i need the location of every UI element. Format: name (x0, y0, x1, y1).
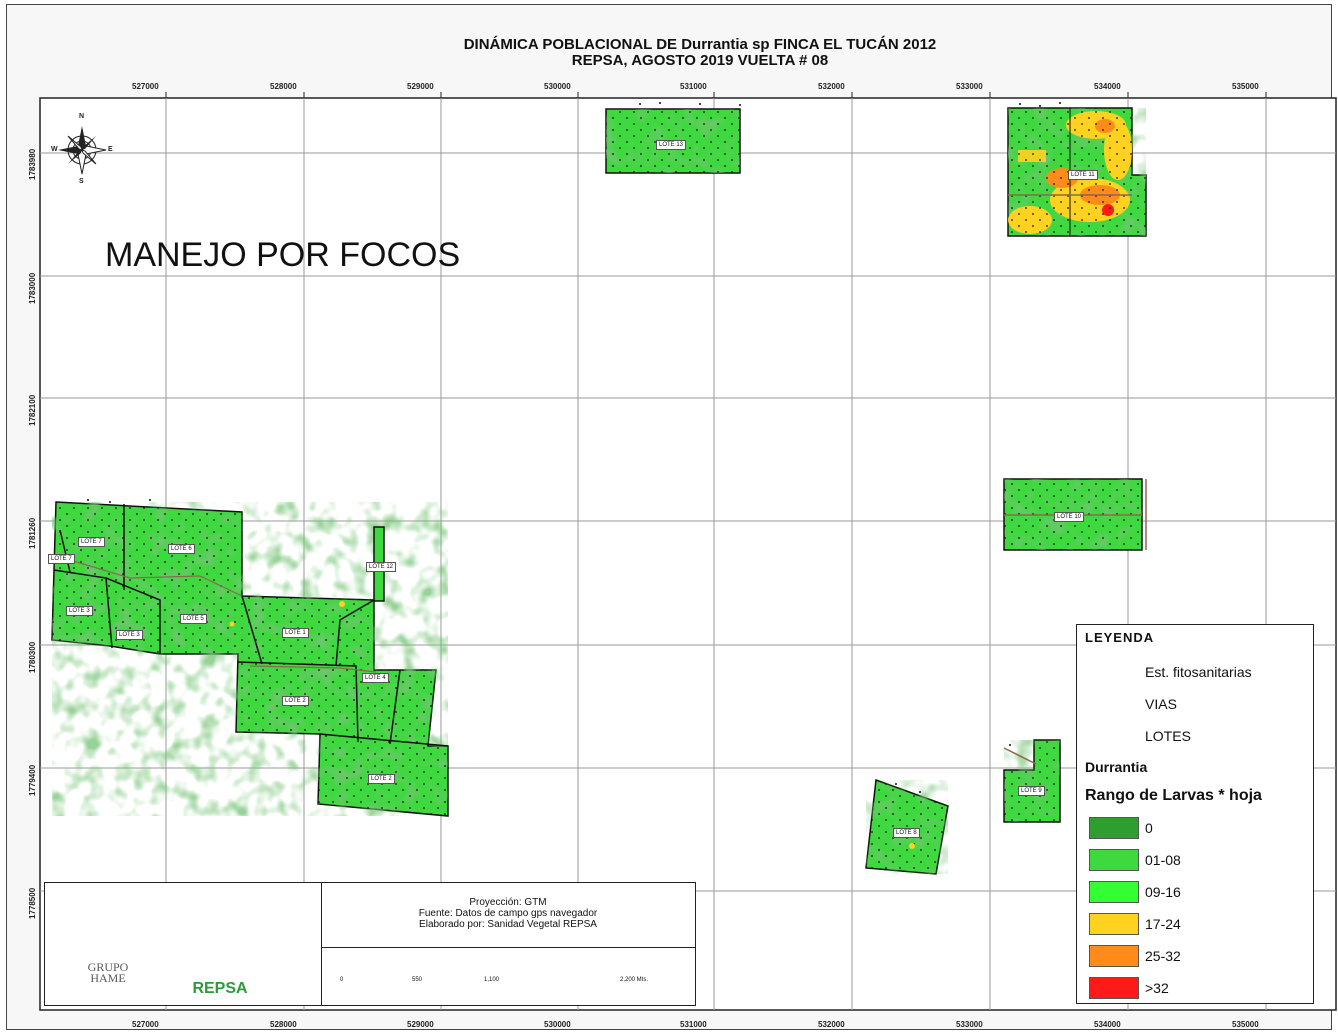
x-tick-bottom: 530000 (544, 1020, 571, 1029)
author-text: Elaborado por: Sanidad Vegetal REPSA (419, 919, 597, 930)
scale-label: 1,100 (484, 977, 500, 983)
lote-10-polygon[interactable] (1003, 478, 1147, 551)
x-tick-bottom: 528000 (270, 1020, 297, 1029)
lote-label[interactable]: LOTE 13 (656, 140, 687, 150)
lote-label[interactable]: LOTE 7 (48, 554, 75, 564)
compass-w-label: W (51, 146, 58, 153)
legend-stations: Est. fitosanitarias (1083, 659, 1311, 685)
y-tick-left: 1783980 (28, 148, 37, 180)
compass-n-label: N (79, 113, 85, 120)
legend-vias-label: VIAS (1145, 696, 1177, 712)
legend-stations-label: Est. fitosanitarias (1145, 664, 1252, 680)
x-tick-bottom: 532000 (818, 1020, 845, 1029)
lote-label[interactable]: LOTE 9 (1018, 786, 1045, 796)
legend-range-row: 17-24 (1083, 911, 1311, 937)
lote-label[interactable]: LOTE 3 (66, 606, 93, 616)
projection-text: Proyección: GTM (469, 897, 547, 908)
repsa-logo-text: REPSA (192, 980, 248, 997)
legend-range-label: 01-08 (1145, 852, 1181, 868)
info-divider (321, 883, 322, 1005)
map-title: DINÁMICA POBLACIONAL DE Durrantia sp FIN… (463, 36, 937, 53)
legend-range-label: 09-16 (1145, 884, 1181, 900)
manejo-por-focos-label: MANEJO POR FOCOS (105, 236, 461, 274)
x-tick-top: 528000 (270, 82, 297, 91)
x-tick-bottom: 535000 (1232, 1020, 1259, 1029)
x-tick-top: 527000 (132, 82, 159, 91)
legend-range-label: 25-32 (1145, 948, 1181, 964)
x-tick-bottom: 534000 (1094, 1020, 1121, 1029)
info-box: Proyección: GTM Fuente: Datos de campo g… (44, 882, 696, 1006)
scale-label: 550 (412, 977, 423, 983)
legend-swatch (1089, 881, 1139, 903)
legend-swatch (1089, 849, 1139, 871)
hame-logo-text: GRUPO HAME (78, 960, 138, 985)
info-hdivider (321, 947, 695, 948)
legend-range-row: >32 (1083, 975, 1311, 1001)
lote-label[interactable]: LOTE 4 (362, 673, 389, 683)
map-subtitle: REPSA, AGOSTO 2019 VUELTA # 08 (571, 52, 829, 69)
legend-range-row: 0 (1083, 815, 1311, 841)
lote-8-polygon[interactable] (865, 778, 949, 875)
west-block-polygons[interactable] (51, 501, 449, 817)
legend-swatch (1089, 913, 1139, 935)
legend-range-row: 25-32 (1083, 943, 1311, 969)
x-tick-top: 530000 (544, 82, 571, 91)
stations-outside (87, 102, 1061, 793)
legend-range-label: 0 (1145, 820, 1153, 836)
x-tick-bottom: 527000 (132, 1020, 159, 1029)
compass-rose (58, 126, 107, 175)
legend-species: Durrantia (1085, 759, 1148, 775)
x-tick-top: 535000 (1232, 82, 1259, 91)
y-tick-left: 1781260 (28, 517, 37, 549)
lote-label[interactable]: LOTE 6 (168, 544, 195, 554)
compass-e-label: E (108, 146, 113, 153)
lote-label[interactable]: LOTE 10 (1054, 512, 1085, 522)
x-tick-top: 531000 (680, 82, 707, 91)
legend-box: LEYENDA Est. fitosanitarias VIAS LOTES D… (1076, 624, 1314, 1004)
lote-label[interactable]: LOTE 1 (282, 628, 309, 638)
source-text: Fuente: Datos de campo gps navegador (418, 908, 598, 919)
x-tick-top: 532000 (818, 82, 845, 91)
lote-label[interactable]: LOTE 8 (893, 828, 920, 838)
legend-vias: VIAS (1083, 691, 1311, 717)
hame-logo-line1: GRUPO (87, 960, 129, 974)
x-tick-bottom: 531000 (680, 1020, 707, 1029)
lote-label[interactable]: LOTE 2 (282, 696, 309, 706)
legend-range-label: 17-24 (1145, 916, 1181, 932)
legend-lotes-label: LOTES (1145, 728, 1191, 744)
legend-swatch (1089, 977, 1139, 999)
legend-range-label: >32 (1145, 980, 1169, 996)
x-tick-bottom: 533000 (956, 1020, 983, 1029)
scale-label: 0 (340, 977, 344, 983)
lote-label[interactable]: LOTE 7 (78, 537, 105, 547)
lote-label[interactable]: LOTE 3 (116, 630, 143, 640)
legend-range-title: Rango de Larvas * hoja (1085, 787, 1262, 804)
lote-label[interactable]: LOTE 2 (368, 774, 395, 784)
legend-title: LEYENDA (1085, 630, 1155, 645)
y-tick-left: 1783000 (28, 272, 37, 304)
y-tick-left: 1779400 (28, 764, 37, 796)
lote-label[interactable]: LOTE 5 (180, 614, 207, 624)
y-tick-left: 1780300 (28, 641, 37, 673)
x-tick-top: 533000 (956, 82, 983, 91)
compass-s-label: S (79, 178, 84, 185)
lote-9-polygon[interactable] (1003, 739, 1061, 823)
x-tick-top: 534000 (1094, 82, 1121, 91)
legend-swatch (1089, 817, 1139, 839)
scale-label: 2,200 Mts. (620, 977, 649, 983)
lote-label[interactable]: LOTE 12 (366, 562, 397, 572)
legend-lotes: LOTES (1083, 723, 1311, 749)
legend-range-row: 09-16 (1083, 879, 1311, 905)
x-tick-top: 529000 (407, 82, 434, 91)
y-tick-left: 1782100 (28, 394, 37, 426)
hame-logo-line2: HAME (90, 971, 126, 985)
legend-range-row: 01-08 (1083, 847, 1311, 873)
lote-label[interactable]: LOTE 11 (1068, 170, 1098, 180)
legend-swatch (1089, 945, 1139, 967)
y-tick-left: 1778500 (28, 887, 37, 919)
x-tick-bottom: 529000 (407, 1020, 434, 1029)
